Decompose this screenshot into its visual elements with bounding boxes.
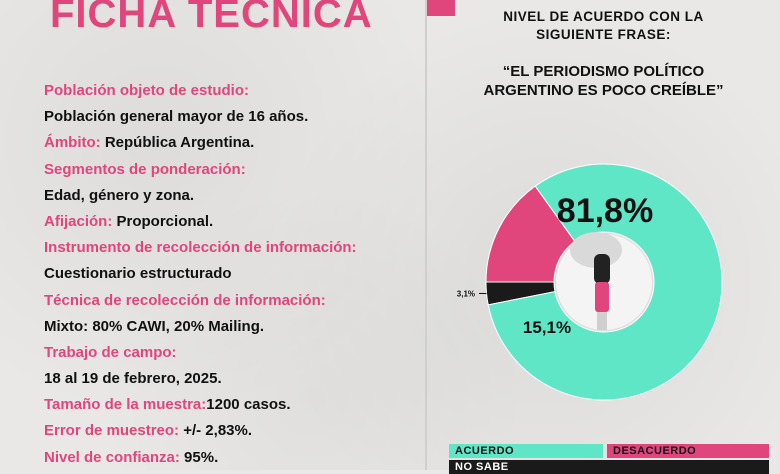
ficha-row: Cuestionario estructurado [44, 261, 419, 287]
corner-accent [427, 0, 455, 16]
ficha-label: Población objeto de estudio: [44, 82, 250, 99]
ficha-value: Mixto: 80% CAWI, 20% Mailing. [44, 317, 265, 335]
ficha-value: +/- 2,83%. [179, 422, 253, 440]
ficha-label: Ámbito: [44, 134, 101, 152]
ficha-label: Trabajo de campo: [44, 343, 177, 361]
ficha-label: Instrumento de recolección de informació… [44, 239, 357, 257]
ficha-row: Población general mayor de 16 años. [44, 104, 419, 130]
ficha-value: 18 al 19 de febrero, 2025. [44, 370, 222, 388]
ficha-row: Segmentos de ponderación: [44, 157, 419, 183]
ficha-label: Afijación: [44, 212, 113, 230]
ficha-row: Afijación: Proporcional. [44, 209, 419, 235]
legend-desacuerdo: DESACUERDO [607, 444, 769, 458]
ficha-value: República Argentina. [100, 134, 255, 152]
ficha-value: 1200 casos. [206, 396, 291, 414]
ficha-row: Instrumento de recolección de informació… [44, 235, 419, 261]
ficha-row: Ámbito: República Argentina. [44, 130, 419, 156]
ficha-label: Segmentos de ponderación: [44, 160, 246, 178]
ficha-row: Tamaño de la muestra:1200 casos. [44, 392, 419, 418]
ficha-value: Edad, género y zona. [44, 186, 195, 204]
divider [425, 0, 427, 470]
chart-quote-line1: “EL PERIODISMO POLÍTICO [502, 63, 705, 80]
ficha-row: Población objeto de estudio: [44, 78, 419, 104]
ficha-rows: Población objeto de estudio: Población ge… [44, 78, 419, 471]
ficha-row: Edad, género y zona. [44, 183, 419, 209]
legend-acuerdo: ACUERDO [449, 444, 603, 458]
ficha-row: 18 al 19 de febrero, 2025. [44, 366, 419, 392]
ficha-label: Error de muestreo: [44, 422, 180, 440]
legend-no-sabe: NO SABE [449, 460, 769, 474]
page-title: FICHA TÉCNICA [50, 0, 373, 36]
slice-acuerdo [487, 163, 723, 401]
ficha-label: Tamaño de la muestra: [44, 396, 207, 414]
ficha-value: Población general mayor de 16 años. [44, 108, 309, 126]
ficha-label: Nivel de confianza: [44, 448, 180, 466]
ficha-row: Nivel de confianza: 95%. [44, 445, 419, 471]
ficha-value: Cuestionario estructurado [44, 265, 232, 283]
ficha-row: Trabajo de campo: [44, 340, 419, 366]
microphone-icon [570, 232, 622, 330]
label-acuerdo: 81,8% [557, 192, 653, 230]
ficha-tecnica-panel: FICHA TÉCNICA Población objeto de estudi… [44, 0, 419, 471]
ficha-value: 95%. [179, 448, 219, 466]
ficha-row: Mixto: 80% CAWI, 20% Mailing. [44, 314, 419, 340]
ficha-value: Proporcional. [112, 212, 214, 230]
ficha-row: Error de muestreo: +/- 2,83%. [44, 418, 419, 444]
chart-panel: NIVEL DE ACUERDO CON LA SIGUIENTE FRASE:… [427, 0, 780, 474]
chart-title-line2: SIGUIENTE FRASE: [536, 27, 671, 42]
donut-chart: 81,8% 15,1% 3,1% [457, 163, 723, 401]
chart-quote-line2: ARGENTINO ES POCO CREÍBLE” [483, 82, 724, 99]
ficha-row: Técnica de recolección de información: [44, 288, 419, 314]
ficha-label: Técnica de recolección de información: [44, 291, 326, 309]
label-no-sabe: 3,1% [457, 289, 475, 298]
label-desacuerdo: 15,1% [523, 318, 571, 337]
chart-title-line1: NIVEL DE ACUERDO CON LA [503, 9, 704, 24]
